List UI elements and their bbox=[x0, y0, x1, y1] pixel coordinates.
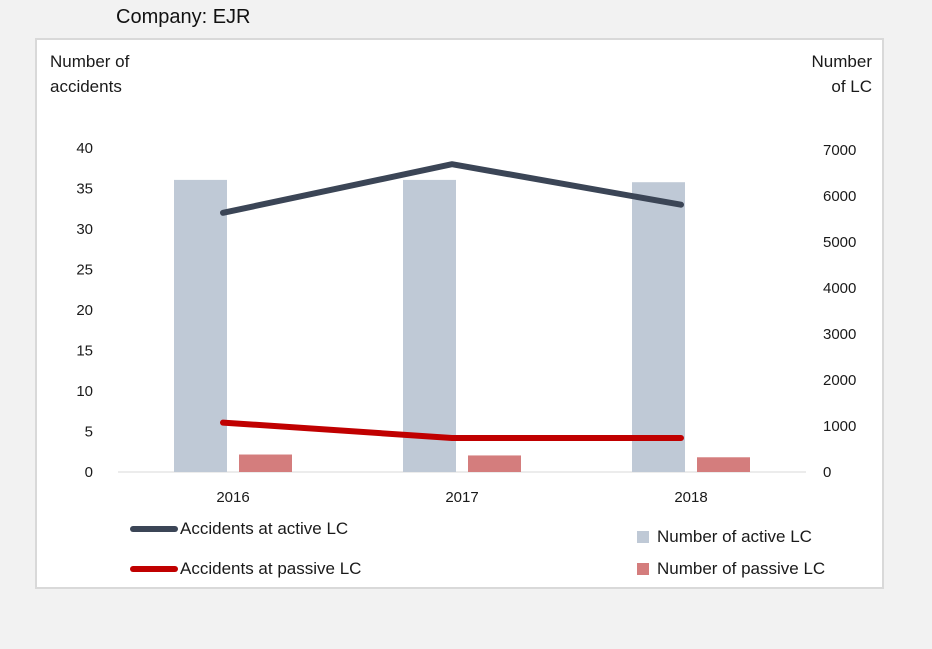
legend-item-accidents-active: Accidents at active LC bbox=[130, 519, 348, 539]
x-tick-label: 2017 bbox=[445, 489, 478, 506]
right-tick-label: 2000 bbox=[823, 372, 856, 389]
left-axis-title-line-1: Number of bbox=[50, 52, 130, 71]
legend-swatch-accidents-active bbox=[130, 526, 178, 532]
legend-label-active-lc: Number of active LC bbox=[657, 527, 812, 546]
x-tick-label: 2016 bbox=[216, 489, 249, 506]
left-tick-label: 5 bbox=[85, 424, 93, 441]
left-axis-title: Number of accidents bbox=[50, 49, 129, 99]
bar-passive-lc bbox=[697, 457, 750, 472]
right-tick-label: 3000 bbox=[823, 326, 856, 343]
company-label: Company: EJR bbox=[116, 6, 251, 28]
bar-active-lc bbox=[403, 179, 456, 472]
line-accidents-active bbox=[220, 161, 684, 216]
line-accidents-passive bbox=[220, 419, 684, 441]
legend-swatch-accidents-passive bbox=[130, 566, 178, 572]
right-tick-label: 6000 bbox=[823, 188, 856, 205]
legend-label-accidents-passive: Accidents at passive LC bbox=[180, 559, 362, 578]
bar-active-lc bbox=[174, 179, 227, 472]
right-tick-label: 0 bbox=[823, 464, 831, 481]
right-tick-label: 7000 bbox=[823, 142, 856, 159]
legend-label-accidents-active: Accidents at active LC bbox=[180, 519, 349, 538]
left-axis-title-line-2: accidents bbox=[50, 77, 122, 96]
legend-label-passive-lc: Number of passive LC bbox=[657, 559, 826, 578]
left-tick-label: 40 bbox=[76, 140, 93, 157]
left-tick-label: 25 bbox=[76, 262, 93, 279]
x-tick-label: 2018 bbox=[674, 489, 707, 506]
right-axis-title-line-2: of LC bbox=[831, 77, 872, 96]
right-tick-label: 4000 bbox=[823, 280, 856, 297]
legend-swatch-active-lc bbox=[637, 531, 649, 543]
legend-swatch-passive-lc bbox=[637, 563, 649, 575]
right-axis-title: Number of LC bbox=[790, 49, 872, 99]
right-axis-title-line-1: Number bbox=[811, 52, 872, 71]
left-tick-label: 0 bbox=[85, 464, 93, 481]
bar-passive-lc bbox=[468, 455, 521, 472]
legend-item-accidents-passive: Accidents at passive LC bbox=[130, 559, 361, 579]
legend-item-passive-lc: Number of passive LC bbox=[637, 559, 825, 579]
legend-item-active-lc: Number of active LC bbox=[637, 527, 812, 547]
left-tick-label: 35 bbox=[76, 181, 93, 198]
left-tick-label: 10 bbox=[76, 383, 93, 400]
bar-active-lc bbox=[632, 182, 685, 472]
left-tick-label: 30 bbox=[76, 221, 93, 238]
left-tick-label: 20 bbox=[76, 302, 93, 319]
right-tick-label: 1000 bbox=[823, 418, 856, 435]
left-tick-label: 15 bbox=[76, 343, 93, 360]
right-tick-label: 5000 bbox=[823, 234, 856, 251]
bar-passive-lc bbox=[239, 454, 292, 472]
